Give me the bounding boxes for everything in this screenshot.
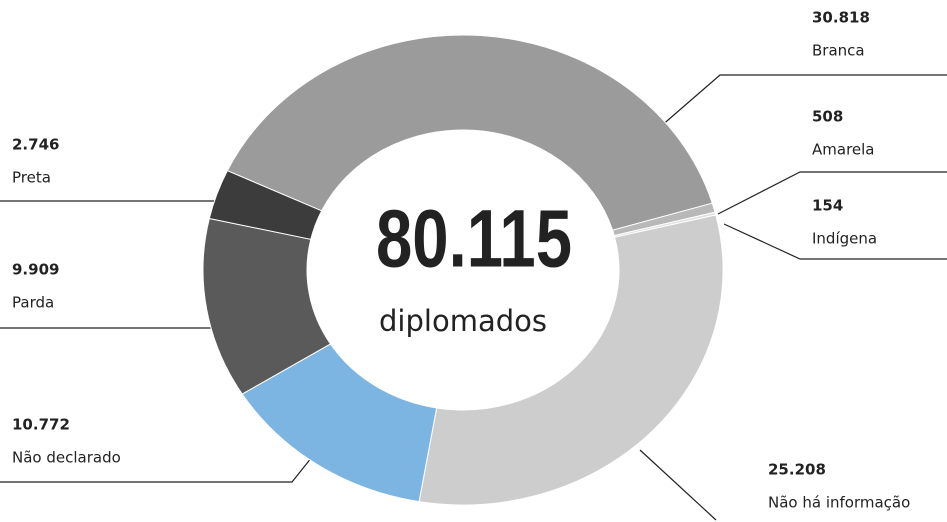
value-label: 10.772: [12, 416, 70, 434]
value-label: 30.818: [812, 9, 870, 27]
leader-line: [717, 171, 947, 215]
category-label: Indígena: [812, 230, 877, 248]
category-label: Preta: [12, 169, 51, 187]
donut-segment: [418, 214, 724, 506]
value-label: 25.208: [768, 461, 826, 479]
donut: [202, 34, 724, 506]
value-label: 2.746: [12, 136, 59, 154]
value-label: 9.909: [12, 261, 59, 279]
donut-segment: [208, 170, 323, 240]
category-label: Não há informação: [768, 494, 910, 512]
leader-line: [659, 74, 947, 128]
leader-line: [0, 456, 313, 483]
category-label: Parda: [12, 294, 54, 312]
value-label: 508: [812, 108, 843, 126]
value-label: 154: [812, 197, 843, 215]
center-total: 80.115: [376, 194, 572, 285]
center-text: diplomados: [379, 304, 547, 338]
leader-line: [639, 449, 717, 521]
category-label: Branca: [812, 42, 865, 60]
donut-segment: [226, 34, 713, 231]
category-label: Não declarado: [12, 449, 121, 467]
category-label: Amarela: [812, 141, 875, 159]
leader-line: [723, 223, 947, 260]
